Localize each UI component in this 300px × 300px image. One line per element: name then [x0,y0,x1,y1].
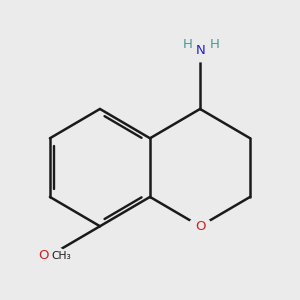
Ellipse shape [181,39,220,62]
Text: O: O [195,220,205,233]
Text: H: H [182,38,192,51]
Text: N: N [196,44,206,57]
Text: O: O [38,249,48,262]
Ellipse shape [33,247,66,265]
Ellipse shape [189,217,211,235]
Text: H: H [210,38,220,51]
Text: CH₃: CH₃ [51,250,71,260]
